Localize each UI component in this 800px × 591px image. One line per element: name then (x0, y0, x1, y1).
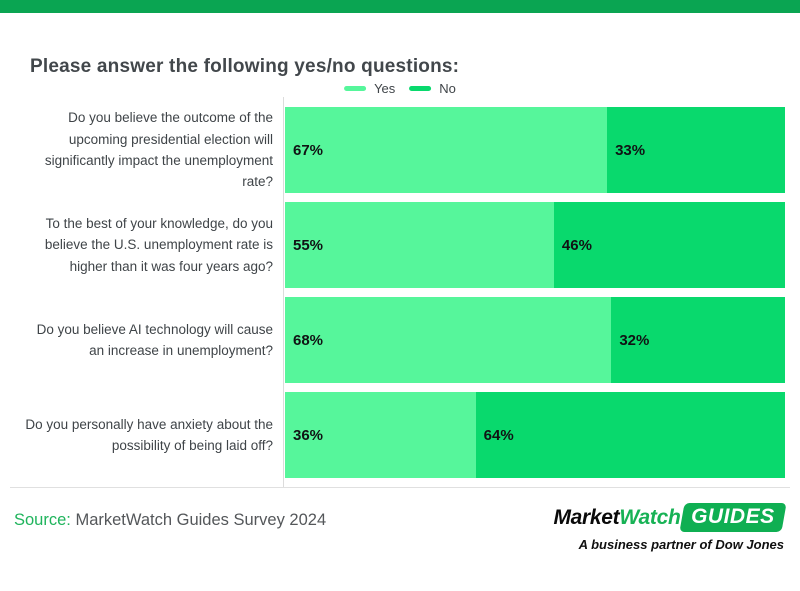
bar-unemployment-rate: 55% 46% (285, 202, 785, 288)
source-attribution: Source: MarketWatch Guides Survey 2024 (14, 511, 326, 530)
bar-segment-yes: 68% (285, 297, 612, 383)
bar-segment-no: 33% (607, 107, 785, 193)
chart-row-layoff-anxiety: Do you personally have anxiety about the… (0, 392, 800, 478)
no-value-label: 46% (561, 236, 592, 254)
legend-label-no: No (439, 81, 456, 96)
no-value-label: 33% (615, 141, 646, 159)
logo-wordmark: Market Watch GUIDES (553, 503, 787, 532)
logo-guides-text: GUIDES (691, 505, 776, 528)
no-value-label: 32% (619, 331, 650, 349)
baseline-divider (10, 487, 790, 488)
bar-ai-technology: 68% 32% (285, 297, 785, 383)
yes-value-label: 36% (293, 426, 324, 444)
logo-tagline: A business partner of Dow Jones (578, 537, 784, 552)
question-label: Do you personally have anxiety about the… (25, 416, 273, 453)
bar-segment-yes: 55% (285, 202, 554, 288)
chart-row-unemployment-rate: To the best of your knowledge, do you be… (0, 202, 800, 288)
yes-value-label: 68% (293, 331, 324, 349)
legend-item-no: No (409, 81, 456, 96)
no-swatch-icon (409, 86, 432, 91)
yes-value-label: 55% (293, 236, 324, 254)
legend-label-yes: Yes (374, 81, 396, 96)
chart-row-ai-technology: Do you believe AI technology will cause … (0, 297, 800, 383)
source-text: MarketWatch Guides Survey 2024 (70, 511, 327, 529)
bar-segment-yes: 67% (285, 107, 608, 193)
logo-guides-badge: GUIDES (679, 503, 787, 532)
stacked-bar-chart: Do you believe the outcome of the upcomi… (0, 107, 800, 478)
bar-segment-no: 46% (553, 202, 785, 288)
marketwatch-guides-logo: Market Watch GUIDES A business partner o… (553, 503, 787, 552)
bar-election: 67% 33% (285, 107, 785, 193)
question-label: To the best of your knowledge, do you be… (44, 216, 273, 274)
logo-market-text: Market (553, 505, 620, 529)
vertical-axis-line (283, 97, 284, 487)
chart-row-election: Do you believe the outcome of the upcomi… (0, 107, 800, 193)
bar-layoff-anxiety: 36% 64% (285, 392, 785, 478)
bar-segment-no: 64% (475, 392, 785, 478)
top-accent-bar (0, 0, 800, 13)
bar-segment-yes: 36% (285, 392, 476, 478)
footer: Source: MarketWatch Guides Survey 2024 M… (0, 503, 800, 552)
legend-item-yes: Yes (344, 81, 395, 96)
yes-value-label: 67% (293, 141, 324, 159)
question-label: Do you believe the outcome of the upcomi… (44, 110, 273, 190)
question-label: Do you believe AI technology will cause … (36, 321, 273, 358)
yes-swatch-icon (344, 86, 367, 91)
chart-title: Please answer the following yes/no quest… (30, 55, 460, 77)
no-value-label: 64% (483, 426, 514, 444)
bar-segment-no: 32% (611, 297, 785, 383)
chart-legend: Yes No (344, 81, 456, 96)
source-prefix: Source: (14, 511, 71, 529)
logo-watch-text: Watch (619, 505, 681, 529)
